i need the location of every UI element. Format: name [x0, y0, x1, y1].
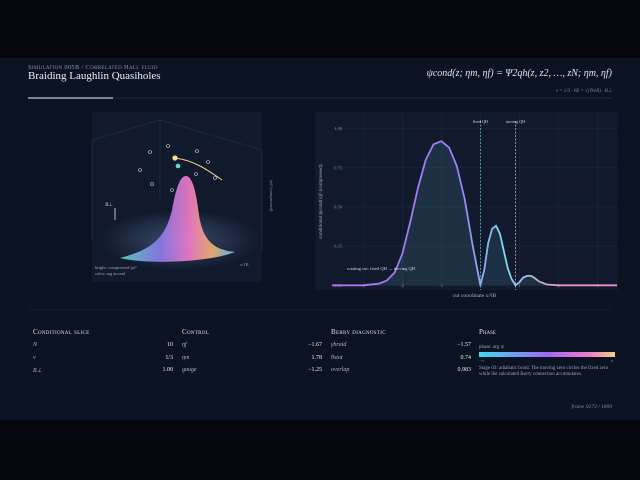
surface — [120, 176, 235, 262]
x-axis-label: x/ℓB — [240, 262, 249, 267]
row-value: 0.74 — [460, 354, 472, 361]
moving-qh — [172, 155, 178, 161]
row-label: gauge — [182, 367, 197, 373]
row-label: ηm — [182, 354, 190, 361]
phase-min: −π — [479, 358, 484, 363]
phase-title: Phase — [479, 328, 496, 336]
zeros — [138, 144, 217, 192]
panel-title: Control — [182, 328, 210, 336]
frame-counter: frame 0273 / 1800 — [571, 404, 613, 410]
panel-title: Conditional slice — [33, 328, 90, 336]
surface-legend: color: arg ψcond — [95, 271, 126, 276]
phase-bar-label: phase: arg ψ — [479, 345, 504, 350]
x-tick-label: -1 — [439, 283, 443, 288]
y-tick-label: 1.00 — [334, 126, 343, 131]
field-label: B⊥ — [105, 202, 113, 208]
row: γbraid −1.57 — [331, 342, 471, 355]
phase-max: π — [611, 358, 614, 363]
z-axis-label: |ψ|² (compressed) — [269, 180, 274, 212]
row-value: 1.00 — [162, 367, 174, 373]
y-axis-label: conditional |ψcond(x)|² (compressed) — [318, 164, 324, 238]
panel-title: Berry diagnostic — [331, 328, 386, 336]
surface-legend: bright: compressed |ψ|² — [95, 265, 137, 270]
x-tick-label: 1 — [518, 283, 520, 288]
kicker: Simulation 005B / Correlated Hall fluid — [28, 64, 158, 71]
row-value: −1.67 — [308, 342, 322, 348]
phase-note: Stage 03: adiabatic braid. The moving ze… — [479, 366, 609, 377]
row-label: θstat — [331, 354, 343, 361]
row-value: −1.25 — [308, 367, 322, 373]
y-tick-label: 0.25 — [334, 244, 343, 249]
line — [332, 140, 617, 287]
annotation: rotating cut: fixed QH → moving QH — [347, 266, 416, 271]
row: ν 1/3 — [33, 355, 173, 368]
row-label: γbraid — [331, 342, 347, 348]
row: ηf −1.67 — [182, 342, 322, 355]
row-value: 10 — [167, 342, 173, 348]
row-value: −1.57 — [457, 342, 471, 348]
x-tick-label: -2 — [400, 283, 404, 288]
panel: Berry diagnostic γbraid −1.57 θstat 0.74 over… — [331, 328, 471, 380]
row: B⊥ 1.00 — [33, 367, 173, 380]
x-axis-label: cut coordinate x/ℓB — [453, 293, 497, 299]
row-label: ν — [33, 354, 36, 361]
panel: Conditional slice N 10 ν 1/3 B⊥ 1.00 — [33, 328, 173, 380]
row-value: 1/3 — [165, 354, 173, 361]
equation: ψcond(z; ηm, ηf) = Ψ2qh(z, z2, …, zN; ηm… — [426, 68, 612, 79]
braid-path — [174, 157, 223, 181]
y-tick-label: 0.75 — [334, 165, 343, 170]
y-tick-label: 0.50 — [334, 204, 343, 209]
fixed-qh — [175, 163, 181, 169]
row: overlap 0.983 — [331, 367, 471, 380]
row-label: N — [33, 342, 38, 348]
surface-box — [91, 119, 263, 250]
title: Braiding Laughlin Quasiholes — [28, 70, 161, 82]
row-label: ηf — [182, 342, 187, 348]
row: ηm 1.78 — [182, 355, 322, 368]
subline: ν = 1/3 · ℓB = √(ℏ/eB) · B⊥ — [555, 89, 612, 94]
row-value: 0.983 — [457, 367, 472, 373]
row-label: overlap — [331, 367, 350, 373]
phase-bar — [479, 352, 615, 357]
row: θstat 0.74 — [331, 355, 471, 368]
row-value: 1.78 — [311, 354, 323, 361]
row-label: B⊥ — [33, 368, 42, 374]
marker-label: fixed QH — [473, 119, 488, 124]
panel: Control ηf −1.67 ηm 1.78 gauge −1.25 — [182, 328, 322, 380]
row: N 10 — [33, 342, 173, 355]
marker-label: moving QH — [506, 119, 525, 124]
plot-panel — [315, 112, 618, 290]
row: gauge −1.25 — [182, 367, 322, 380]
